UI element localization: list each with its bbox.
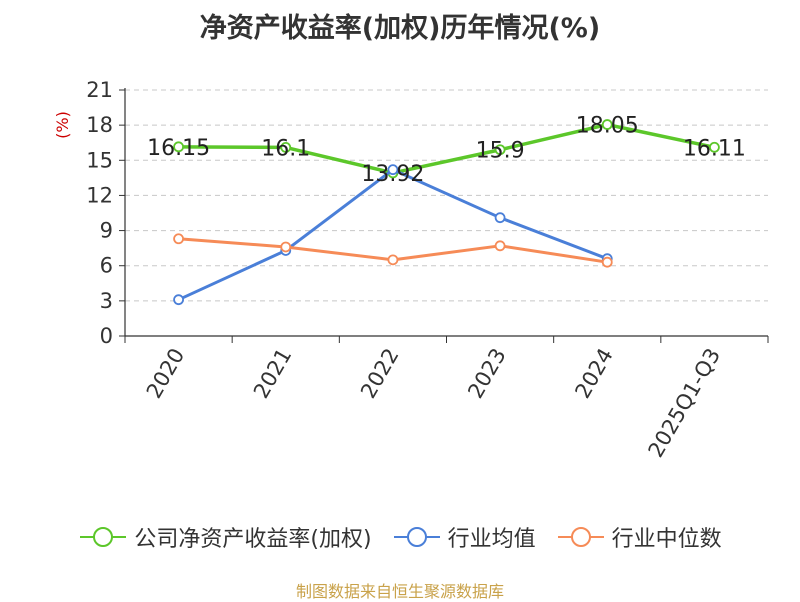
legend-swatch: [557, 527, 604, 547]
data-point: [709, 141, 720, 153]
data-label: 15.9: [476, 139, 525, 164]
data-point: [494, 240, 506, 252]
data-point: [387, 254, 399, 266]
legend-label: 行业中位数: [611, 527, 722, 552]
x-tick-label: 2024: [570, 344, 618, 402]
chart-legend: 公司净资产收益率(加权) 行业均值 行业中位数: [0, 520, 800, 554]
data-point: [173, 141, 184, 153]
source-note: 制图数据来自恒生聚源数据库: [295, 582, 504, 601]
data-point: [173, 294, 184, 306]
x-tick-label: 2021: [249, 344, 297, 402]
chart-title: 净资产收益率(加权)历年情况(%): [199, 13, 601, 44]
data-point: [601, 119, 613, 130]
data-labels: 16.15 16.1 13.92 15.9 18.05 16.11: [147, 114, 746, 187]
x-tick-label: 2023: [463, 344, 511, 402]
legend-swatch: [80, 527, 127, 547]
data-label: 18.05: [576, 114, 639, 139]
data-label: 16.11: [683, 136, 746, 161]
data-label: 16.1: [261, 136, 310, 161]
legend-item: 公司净资产收益率(加权): [78, 521, 372, 553]
data-label: 16.15: [147, 136, 210, 161]
x-tick-label: 2022: [356, 344, 404, 402]
y-axis-title: (%): [53, 111, 72, 139]
x-tick-label: 2020: [142, 344, 190, 402]
grid-lines: [125, 89, 768, 302]
data-point: [494, 212, 506, 224]
y-tick-label: 21: [86, 78, 113, 102]
legend-item: 行业中位数: [556, 521, 722, 553]
legend-label: 公司净资产收益率(加权): [134, 527, 372, 552]
series-group: [173, 119, 720, 306]
y-tick-label: 15: [86, 148, 113, 172]
data-point: [173, 233, 184, 245]
series-line: [177, 168, 608, 302]
y-tick-label: 9: [100, 219, 113, 243]
y-tick-label: 3: [100, 289, 113, 313]
data-point: [280, 141, 292, 153]
data-point: [280, 241, 292, 253]
y-tick-label: 6: [100, 254, 113, 278]
data-point: [387, 164, 399, 176]
y-tick-label: 18: [86, 113, 113, 137]
legend-item: 行业均值: [392, 521, 536, 553]
y-tick-label: 12: [86, 183, 113, 207]
y-tick-label: 0: [100, 324, 113, 348]
legend-swatch-marker: [406, 527, 427, 547]
data-point: [601, 256, 613, 268]
series-line: [178, 122, 715, 175]
legend-swatch-marker: [93, 527, 114, 547]
data-label: 13.92: [361, 162, 424, 187]
data-point: [494, 144, 506, 156]
legend-label: 行业均值: [447, 527, 536, 552]
legend-swatch-marker: [570, 527, 591, 547]
legend-swatch: [393, 527, 440, 547]
x-tick-label: 2025Q1-Q3: [644, 344, 726, 461]
